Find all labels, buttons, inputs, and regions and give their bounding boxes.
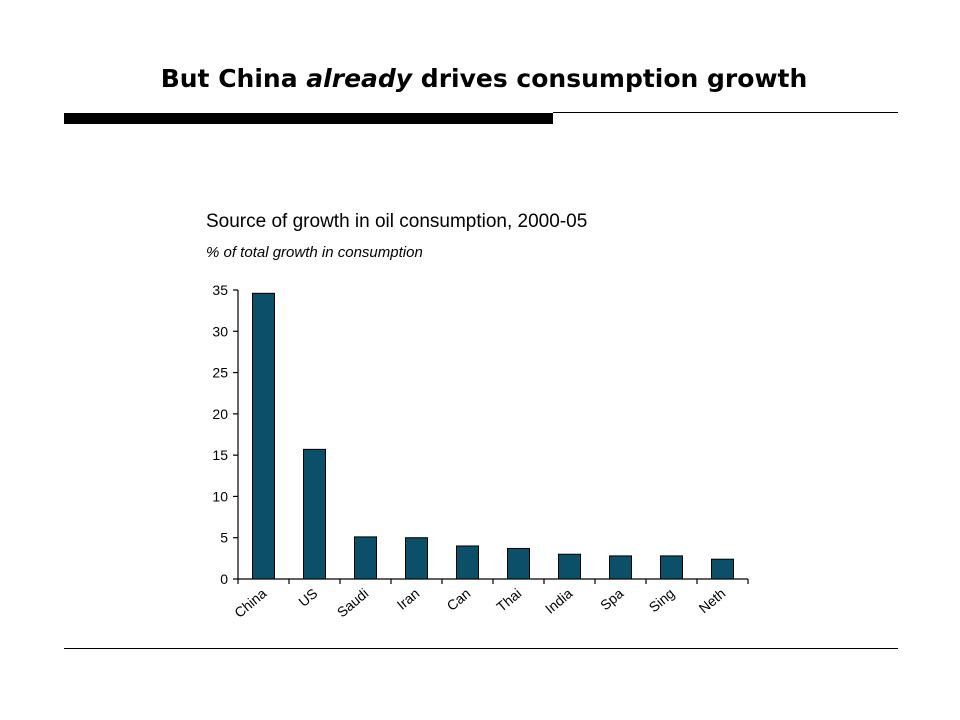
footer-rule: [64, 648, 898, 649]
slide-title: But China already drives consumption gro…: [64, 64, 904, 93]
slide-title-text-end: drives consumption growth: [412, 64, 808, 93]
bar-sing: [660, 555, 683, 580]
bar-spa: [609, 555, 632, 580]
bar-iran: [405, 537, 428, 580]
bar-can: [456, 545, 479, 580]
y-tick-label: 5: [220, 530, 228, 546]
title-underline-thin: [553, 112, 898, 113]
category-label: India: [542, 585, 576, 617]
y-tick-label: 20: [212, 406, 228, 422]
y-tick-label: 25: [212, 365, 228, 381]
y-tick-label: 30: [212, 323, 228, 339]
category-label: China: [231, 585, 269, 621]
category-label: Iran: [394, 585, 423, 613]
category-label: Sing: [646, 585, 678, 615]
bar-thai: [507, 547, 530, 580]
category-label: Neth: [695, 585, 728, 616]
bar-neth: [711, 558, 734, 580]
y-tick-label: 10: [212, 488, 228, 504]
bar-saudi: [354, 536, 377, 580]
category-label: Spa: [597, 585, 627, 613]
category-label: Thai: [493, 585, 524, 615]
slide-title-text: But China: [160, 64, 307, 93]
y-tick-label: 0: [220, 571, 228, 587]
category-label: US: [295, 585, 320, 610]
y-tick-label: 15: [212, 447, 228, 463]
slide-title-emphasis: already: [306, 64, 413, 93]
chart-subtitle: % of total growth in consumption: [206, 244, 423, 261]
bar-china: [252, 292, 275, 580]
category-label: Saudi: [334, 585, 372, 620]
title-underline-thick: [64, 113, 553, 124]
plot-area: 0 5 10 15 20 25 30 35 China US Saudi Iran Can Thai Ind…: [212, 282, 749, 621]
y-tick-label: 35: [212, 282, 228, 298]
bar-us: [303, 448, 326, 580]
category-label: Can: [443, 585, 473, 614]
chart-title: Source of growth in oil consumption, 200…: [206, 211, 587, 232]
bar-india: [558, 553, 581, 580]
